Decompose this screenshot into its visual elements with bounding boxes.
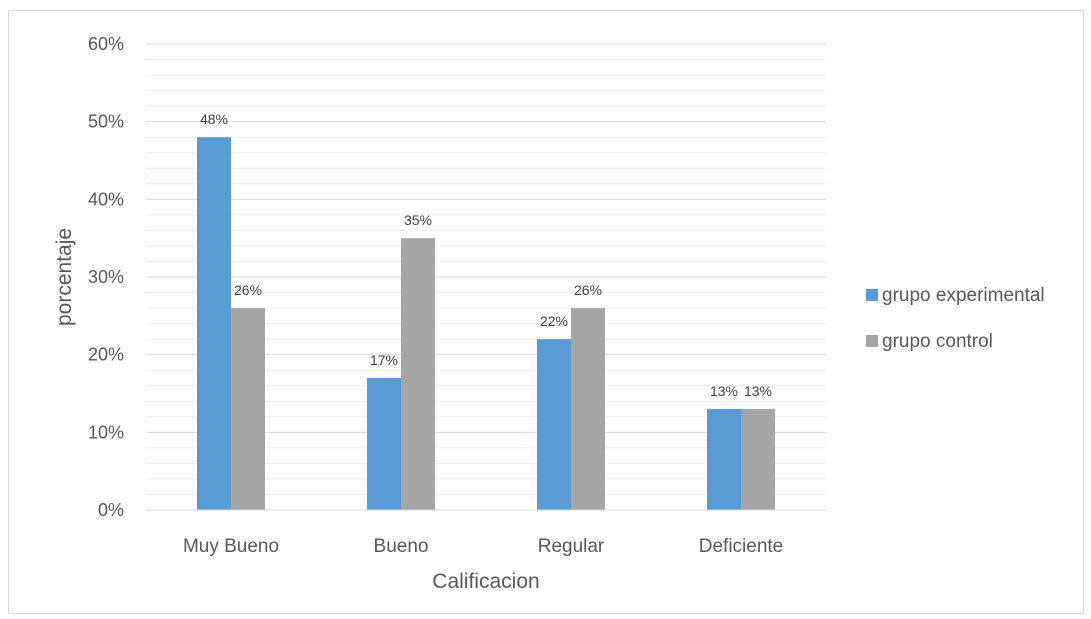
chart-frame [8, 10, 1084, 614]
x-axis-categories: Muy Bueno Bueno Regular Deficiente [183, 536, 783, 557]
data-label: 35% [404, 212, 432, 228]
data-label: 13% [710, 383, 738, 399]
y-tick-label: 50% [88, 112, 124, 132]
x-category-label: Deficiente [699, 536, 784, 557]
y-tick-label: 30% [88, 267, 124, 287]
legend: grupo experimental grupo control [866, 285, 1045, 352]
bars [197, 137, 775, 510]
data-label: 48% [200, 111, 228, 127]
data-label: 13% [744, 383, 772, 399]
data-label: 22% [540, 313, 568, 329]
y-tick-label: 40% [88, 189, 124, 209]
x-category-label: Bueno [374, 536, 429, 557]
bar-grupo-control-regular [571, 308, 605, 510]
data-label: 26% [234, 282, 262, 298]
x-axis-title: Calificacion [432, 570, 539, 593]
bar-grupo-control-bueno [401, 238, 435, 510]
bar-grupo-control-muy-bueno [231, 308, 265, 510]
data-label: 17% [370, 352, 398, 368]
bar-grupo-experimental-bueno [367, 377, 401, 510]
bar-grupo-control-deficiente [741, 409, 775, 510]
y-tick-label: 0% [98, 500, 124, 520]
bar-grupo-experimental-regular [537, 339, 571, 510]
x-category-label: Regular [538, 536, 605, 557]
y-tick-label: 20% [88, 345, 124, 365]
y-axis-ticks: 0% 10% 20% 30% 40% 50% 60% [88, 34, 124, 520]
bar-grupo-experimental-deficiente [707, 409, 741, 510]
legend-swatch [866, 335, 878, 347]
data-labels: 48% 26% 17% 35% 22% 26% 13% 13% [200, 111, 772, 399]
legend-swatch [866, 289, 878, 301]
y-tick-label: 60% [88, 34, 124, 54]
legend-label: grupo experimental [882, 285, 1045, 306]
y-axis-title: porcentaje [53, 228, 76, 326]
bar-grupo-experimental-muy-bueno [197, 137, 231, 510]
legend-label: grupo control [882, 331, 993, 352]
x-category-label: Muy Bueno [183, 536, 279, 557]
data-label: 26% [574, 282, 602, 298]
y-tick-label: 10% [88, 422, 124, 442]
